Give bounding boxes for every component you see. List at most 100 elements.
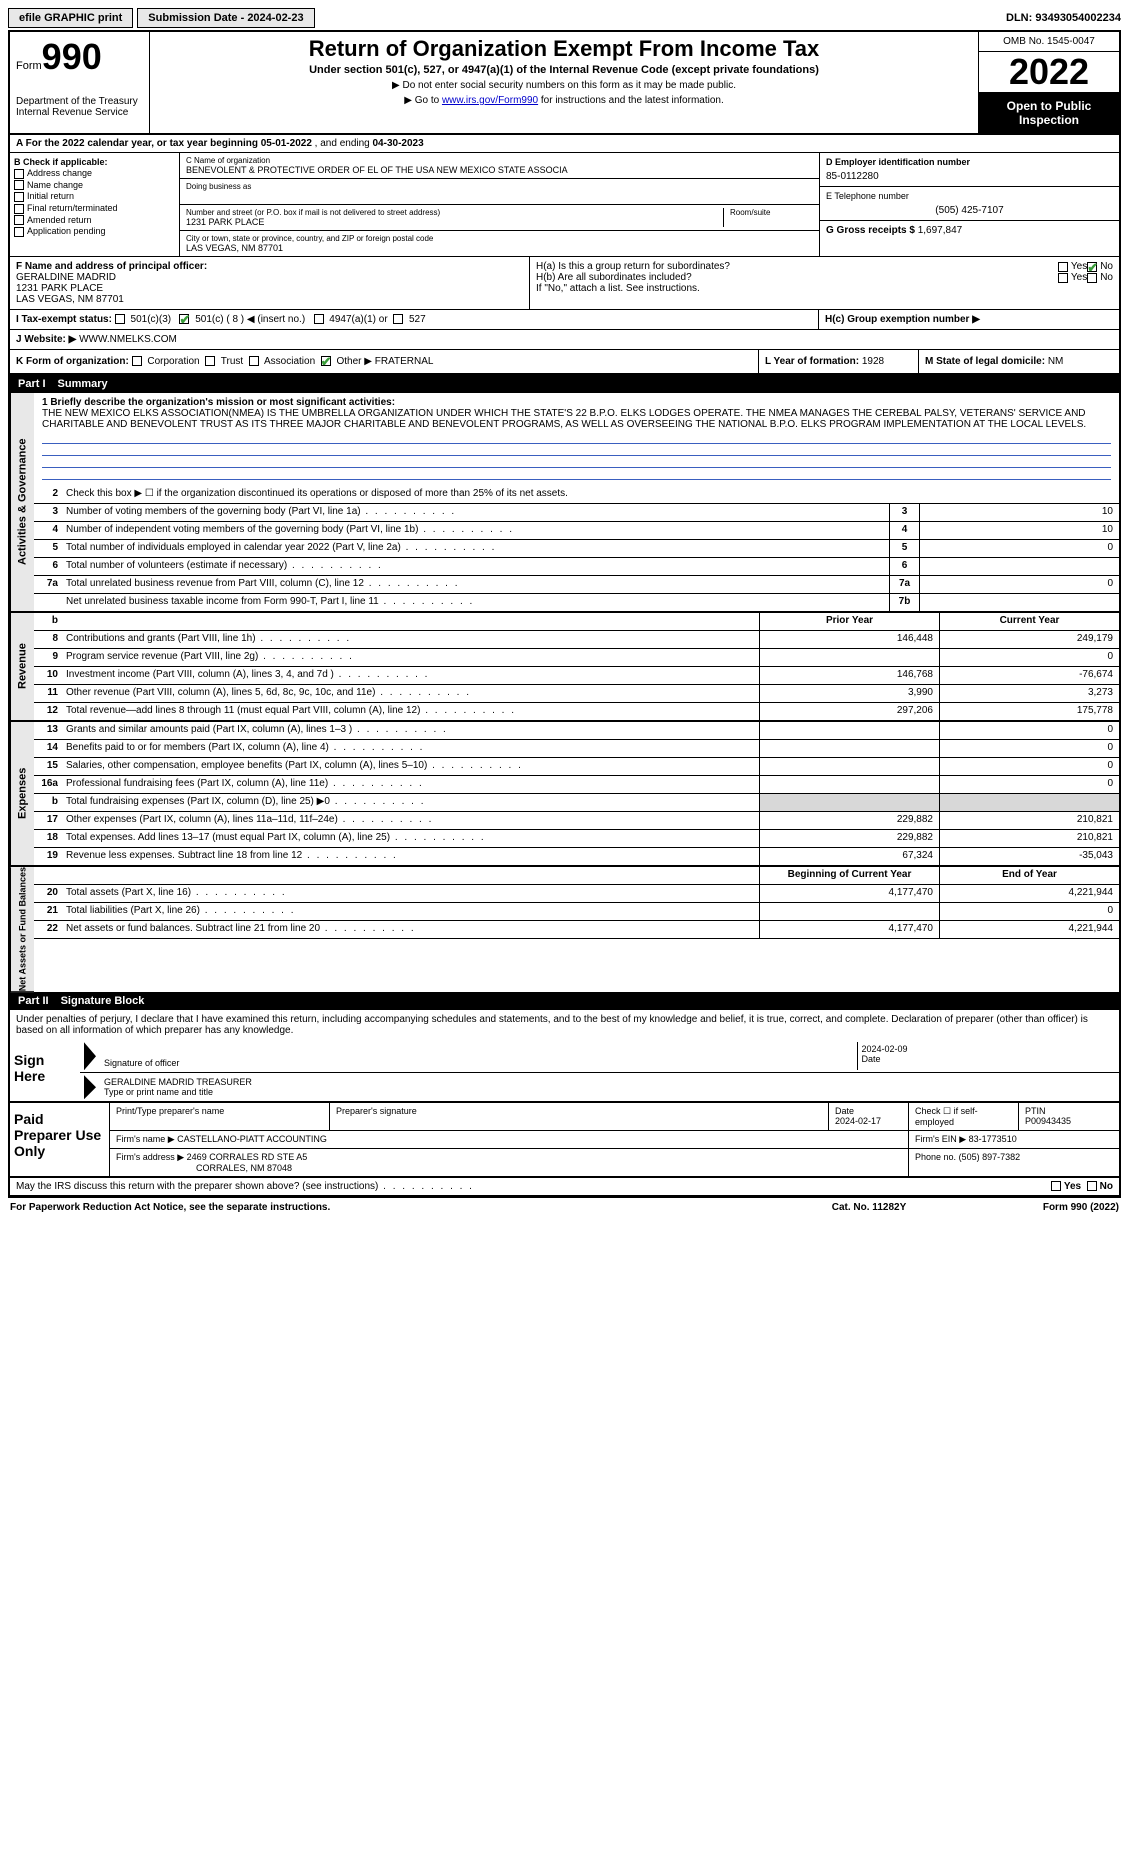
chk-discuss-no[interactable]	[1087, 1181, 1097, 1191]
current-year-value: 175,778	[939, 703, 1119, 720]
chk-hb-yes[interactable]	[1058, 273, 1068, 283]
firm-ein: 83-1773510	[969, 1134, 1017, 1144]
chk-4947[interactable]	[314, 314, 324, 324]
form-number: 990	[42, 36, 102, 77]
lbl-527: 527	[409, 314, 426, 325]
line-desc: Total fundraising expenses (Part IX, col…	[62, 794, 759, 811]
line-desc: Salaries, other compensation, employee b…	[62, 758, 759, 775]
chk-501c3[interactable]	[115, 314, 125, 324]
chk-discuss-yes[interactable]	[1051, 1181, 1061, 1191]
line-num: 4	[34, 522, 62, 539]
ptin-hdr: PTIN	[1025, 1106, 1113, 1116]
chk-ha-yes[interactable]	[1058, 262, 1068, 272]
mission-q: 1 Briefly describe the organization's mi…	[42, 397, 395, 408]
chk-initial-return[interactable]	[14, 192, 24, 202]
line-numcol: 4	[889, 522, 919, 539]
chk-amended[interactable]	[14, 215, 24, 225]
hdr-begin-year: Beginning of Current Year	[759, 867, 939, 884]
tax-year-begin: 05-01-2022	[261, 138, 312, 149]
line-desc: Grants and similar amounts paid (Part IX…	[62, 722, 759, 739]
ha-yes: Yes	[1071, 261, 1087, 272]
prior-year-value	[759, 758, 939, 775]
line-desc: Total number of individuals employed in …	[62, 540, 889, 557]
line-value: 10	[919, 504, 1119, 521]
line-desc: Contributions and grants (Part VIII, lin…	[62, 631, 759, 648]
chk-final-return[interactable]	[14, 204, 24, 214]
other-value: FRATERNAL	[375, 356, 434, 367]
line-num: 13	[34, 722, 62, 739]
form-title: Return of Organization Exempt From Incom…	[158, 36, 970, 62]
line-num: 6	[34, 558, 62, 575]
lbl-4947: 4947(a)(1) or	[329, 314, 387, 325]
line-value: 10	[919, 522, 1119, 539]
pra-notice: For Paperwork Reduction Act Notice, see …	[10, 1202, 769, 1213]
firm-addr2: CORRALES, NM 87048	[116, 1163, 902, 1173]
phone-value: (505) 897-7382	[959, 1152, 1021, 1162]
hb-label: H(b) Are all subordinates included?	[536, 272, 1058, 283]
chk-app-pending[interactable]	[14, 227, 24, 237]
tax-year: 2022	[979, 52, 1119, 92]
line-desc: Total revenue—add lines 8 through 11 (mu…	[62, 703, 759, 720]
current-year-value: 3,273	[939, 685, 1119, 702]
line-num: 17	[34, 812, 62, 829]
col-b-checkboxes: B Check if applicable: Address change Na…	[10, 153, 180, 256]
part1-label: Part I	[18, 378, 46, 390]
row-a-pre: A For the 2022 calendar year, or tax yea…	[16, 138, 261, 149]
tel-hdr: E Telephone number	[826, 191, 1113, 201]
line-num: 14	[34, 740, 62, 757]
line-value: 0	[919, 576, 1119, 593]
mission-text: THE NEW MEXICO ELKS ASSOCIATION(NMEA) IS…	[42, 408, 1111, 430]
chk-assoc[interactable]	[249, 356, 259, 366]
irs-link[interactable]: www.irs.gov/Form990	[442, 95, 538, 106]
city-state-zip: LAS VEGAS, NM 87701	[186, 243, 813, 253]
line-value: 0	[919, 540, 1119, 557]
chk-ha-no[interactable]	[1087, 262, 1097, 272]
part2-title: Signature Block	[61, 995, 145, 1007]
line-desc: Investment income (Part VIII, column (A)…	[62, 667, 759, 684]
line-desc: Net assets or fund balances. Subtract li…	[62, 921, 759, 938]
name-hdr: C Name of organization	[186, 156, 813, 165]
line-numcol: 5	[889, 540, 919, 557]
prior-year-value	[759, 649, 939, 666]
chk-corp[interactable]	[132, 356, 142, 366]
lbl-assoc: Association	[264, 356, 315, 367]
part1-title: Summary	[58, 378, 108, 390]
hdr-prior-year: Prior Year	[759, 613, 939, 630]
prior-year-value	[759, 776, 939, 793]
part1-header: Part I Summary	[10, 375, 1119, 393]
ptin-value: P00943435	[1025, 1116, 1113, 1126]
line-desc: Number of voting members of the governin…	[62, 504, 889, 521]
line-num	[34, 594, 62, 611]
chk-other[interactable]	[321, 356, 331, 366]
current-year-value: 0	[939, 903, 1119, 920]
room-hdr: Room/suite	[730, 208, 813, 217]
line-num: 3	[34, 504, 62, 521]
lbl-address-change: Address change	[27, 168, 92, 178]
form-container: Form990 Department of the Treasury Inter…	[8, 30, 1121, 1198]
chk-name-change[interactable]	[14, 180, 24, 190]
line-num: 11	[34, 685, 62, 702]
chk-527[interactable]	[393, 314, 403, 324]
city-hdr: City or town, state or province, country…	[186, 234, 813, 243]
chk-address-change[interactable]	[14, 169, 24, 179]
line-num: 22	[34, 921, 62, 938]
officer-addr2: LAS VEGAS, NM 87701	[16, 294, 523, 305]
firm-name-label: Firm's name ▶	[116, 1134, 175, 1144]
line-desc: Benefits paid to or for members (Part IX…	[62, 740, 759, 757]
lbl-501c3: 501(c)(3)	[131, 314, 172, 325]
line-desc: Total number of volunteers (estimate if …	[62, 558, 889, 575]
arrow-icon	[84, 1042, 96, 1070]
name-title-label: Type or print name and title	[104, 1087, 1111, 1097]
chk-501c[interactable]	[179, 314, 189, 324]
perjury-declaration: Under penalties of perjury, I declare th…	[10, 1010, 1119, 1040]
prior-year-value: 146,768	[759, 667, 939, 684]
goto-pre: ▶ Go to	[404, 95, 442, 106]
efile-print-button[interactable]: efile GRAPHIC print	[8, 8, 133, 28]
prior-year-value: 67,324	[759, 848, 939, 865]
prior-year-value: 229,882	[759, 812, 939, 829]
lbl-501c: 501(c) ( 8 ) ◀ (insert no.)	[195, 314, 305, 325]
current-year-value: 0	[939, 649, 1119, 666]
chk-trust[interactable]	[205, 356, 215, 366]
prep-date-hdr: Date	[835, 1106, 902, 1116]
side-governance: Activities & Governance	[10, 393, 34, 612]
